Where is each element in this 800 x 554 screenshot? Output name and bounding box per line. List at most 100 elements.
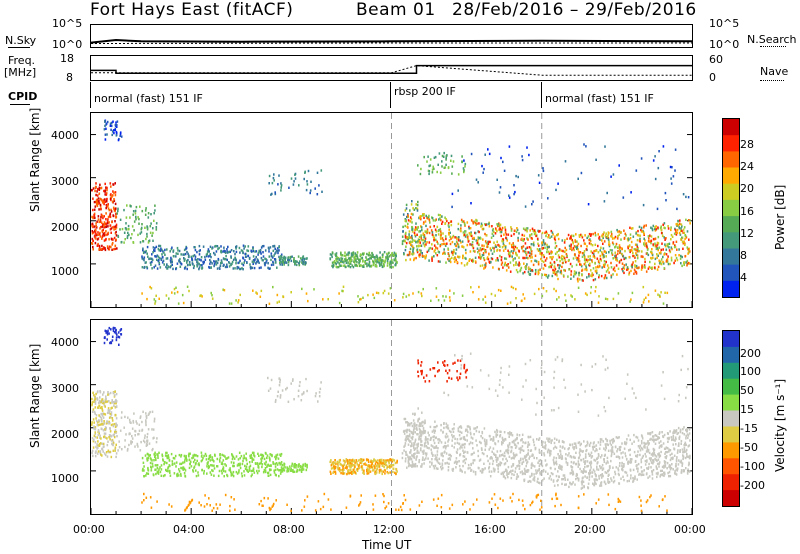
data-cell <box>260 252 262 255</box>
data-cell <box>462 464 464 468</box>
data-cell <box>636 478 638 481</box>
data-cell <box>552 233 554 236</box>
data-cell <box>525 265 527 268</box>
data-cell <box>469 426 471 429</box>
data-cell <box>516 247 518 250</box>
data-cell <box>606 298 609 301</box>
data-cell <box>133 412 135 415</box>
data-cell <box>534 272 537 276</box>
data-cell <box>189 263 192 267</box>
data-cell <box>488 260 491 264</box>
data-cell <box>337 256 340 260</box>
data-cell <box>541 443 544 446</box>
data-cell <box>103 198 106 201</box>
data-cell <box>440 218 442 222</box>
data-cell <box>270 258 272 262</box>
data-cell <box>469 243 471 246</box>
data-cell <box>442 454 444 458</box>
data-cell <box>530 252 533 256</box>
data-cell <box>584 234 586 237</box>
data-cell <box>453 446 455 449</box>
data-cell <box>274 468 277 471</box>
data-cell <box>289 465 291 468</box>
data-cell <box>210 291 212 295</box>
data-cell <box>636 249 639 253</box>
data-cell <box>155 245 158 249</box>
data-cell <box>247 249 250 253</box>
data-cell <box>678 254 680 257</box>
data-cell <box>335 253 337 257</box>
data-cell <box>405 220 407 223</box>
data-cell <box>610 276 613 279</box>
data-cell <box>421 421 423 424</box>
data-cell <box>243 456 246 460</box>
data-cell <box>512 259 514 262</box>
power-cb-24: 24 <box>740 160 754 173</box>
data-cell <box>628 238 630 241</box>
data-cell <box>110 423 113 427</box>
data-cell <box>417 244 420 247</box>
data-cell <box>109 212 112 215</box>
data-cell <box>457 239 460 242</box>
data-cell <box>597 468 600 471</box>
data-cell <box>667 255 669 258</box>
data-cell <box>550 229 553 233</box>
data-cell <box>105 206 107 210</box>
data-cell <box>542 169 545 173</box>
data-cell <box>142 410 144 413</box>
data-cell <box>525 251 527 255</box>
data-cell <box>232 455 235 459</box>
data-cell <box>503 470 505 474</box>
data-cell <box>443 360 446 363</box>
data-cell <box>518 250 520 253</box>
data-cell <box>201 264 203 267</box>
data-cell <box>106 455 109 458</box>
data-cell <box>356 257 359 260</box>
data-cell <box>464 371 467 374</box>
data-cell <box>200 460 203 463</box>
data-cell <box>653 451 656 455</box>
data-cell <box>412 292 414 295</box>
data-cell <box>344 251 346 254</box>
data-cell <box>503 169 506 172</box>
data-cell <box>575 271 578 274</box>
data-cell <box>387 292 390 295</box>
data-cell <box>332 265 334 269</box>
data-cell <box>332 261 335 264</box>
data-cell <box>409 240 412 243</box>
data-cell <box>248 256 251 260</box>
data-cell <box>634 243 637 246</box>
data-cell <box>469 250 472 253</box>
data-cell <box>261 258 264 262</box>
power-panel <box>90 112 693 308</box>
data-cell <box>408 424 411 427</box>
data-cell <box>118 440 120 443</box>
data-cell <box>491 225 493 228</box>
data-cell <box>420 440 423 443</box>
data-cell <box>449 299 451 302</box>
data-cell <box>603 255 605 258</box>
data-cell <box>421 252 423 255</box>
data-cell <box>624 249 626 253</box>
data-cell <box>485 250 487 254</box>
data-cell <box>278 258 281 261</box>
data-cell <box>496 428 498 432</box>
data-cell <box>651 252 653 255</box>
data-cell <box>469 232 472 236</box>
data-cell <box>534 254 537 257</box>
data-cell <box>346 459 349 462</box>
data-cell <box>387 252 390 255</box>
data-cell <box>268 464 271 467</box>
data-cell <box>389 465 391 468</box>
data-cell <box>142 467 144 471</box>
data-cell <box>92 231 95 234</box>
data-cell <box>240 454 243 458</box>
data-cell <box>366 472 368 475</box>
data-cell <box>648 265 651 269</box>
data-cell <box>104 247 106 250</box>
data-cell <box>92 408 95 411</box>
data-cell <box>511 255 513 258</box>
data-cell <box>522 227 525 230</box>
data-cell <box>687 247 689 251</box>
data-cell <box>216 267 219 270</box>
